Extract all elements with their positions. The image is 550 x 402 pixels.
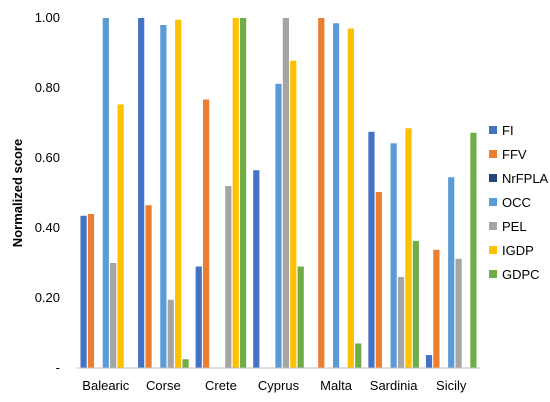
legend-swatch-pel (489, 222, 497, 230)
y-axis-ticks: - 0.20 0.40 0.60 0.80 1.00 (35, 10, 60, 375)
legend-label-fi: FI (502, 123, 514, 138)
bar-fi-crete (195, 266, 202, 368)
bar-ffv-balearic (87, 214, 95, 368)
bar-fi-corse (138, 18, 145, 368)
x-tick-label-sardinia: Sardinia (370, 378, 418, 393)
bar-occ-balearic (102, 18, 109, 368)
legend: FI FFV NrFPLA OCC PEL IGDP GDPC (489, 123, 549, 282)
bar-fi-balearic (80, 215, 87, 368)
bar-pel-cyprus (282, 18, 289, 368)
bar-ffv-sardinia (375, 191, 382, 368)
x-tick-label-crete: Crete (205, 378, 237, 393)
y-tick-label: 0.80 (35, 80, 60, 95)
legend-swatch-occ (489, 198, 497, 206)
bar-gdpc-cyprus (297, 266, 304, 368)
bar-pel-balearic (110, 263, 117, 368)
legend-swatch-nrfpla (489, 174, 497, 182)
y-tick-label: - (56, 360, 60, 375)
bar-occ-sicily (448, 177, 455, 368)
x-tick-label-corse: Corse (146, 378, 181, 393)
bar-ffv-corse (145, 205, 152, 368)
bar-pel-sicily (455, 258, 462, 368)
bar-ffv-crete (203, 99, 210, 369)
x-tick-label-balearic: Balearic (82, 378, 129, 393)
bar-igdp-cyprus (290, 60, 297, 368)
bar-igdp-crete (232, 18, 239, 368)
legend-label-ffv: FFV (502, 147, 527, 162)
bar-igdp-corse (175, 19, 182, 368)
bar-fi-sardinia (368, 131, 375, 368)
y-tick-label: 0.40 (35, 220, 60, 235)
bar-ffv-malta (318, 18, 325, 368)
bar-fi-cyprus (253, 170, 260, 368)
bar-occ-malta (332, 23, 340, 368)
y-axis-title: Normalized score (10, 139, 25, 247)
legend-swatch-gdpc (489, 270, 497, 278)
legend-swatch-igdp (489, 246, 497, 254)
bar-gdpc-corse (182, 359, 189, 368)
bar-ffv-sicily (433, 249, 440, 368)
bar-igdp-malta (347, 28, 354, 368)
bar-gdpc-sardinia (412, 240, 419, 368)
bar-pel-crete (225, 186, 232, 368)
bar-gdpc-crete (240, 18, 247, 368)
bar-igdp-sardinia (405, 128, 412, 368)
x-tick-label-cyprus: Cyprus (258, 378, 300, 393)
bar-fi-sicily (425, 355, 433, 368)
legend-label-nrfpla: NrFPLA (502, 171, 549, 186)
legend-label-igdp: IGDP (502, 243, 534, 258)
legend-label-gdpc: GDPC (502, 267, 540, 282)
bar-gdpc-sicily (470, 132, 477, 368)
y-tick-label: 1.00 (35, 10, 60, 25)
bar-occ-corse (160, 25, 167, 368)
y-tick-label: 0.20 (35, 290, 60, 305)
bar-pel-sardinia (397, 277, 405, 368)
bar-occ-sardinia (390, 143, 397, 368)
x-tick-label-malta: Malta (320, 378, 353, 393)
plot-area (80, 18, 477, 369)
bar-igdp-balearic (117, 104, 124, 368)
legend-swatch-ffv (489, 150, 497, 158)
y-tick-label: 0.60 (35, 150, 60, 165)
bar-gdpc-malta (355, 343, 362, 368)
bar-occ-cyprus (275, 83, 282, 369)
legend-label-occ: OCC (502, 195, 531, 210)
legend-swatch-fi (489, 126, 497, 134)
x-tick-label-sicily: Sicily (436, 378, 467, 393)
x-axis-ticks: Balearic Corse Crete Cyprus Malta Sardinia Sic… (82, 378, 467, 393)
bar-pel-corse (167, 299, 174, 368)
legend-label-pel: PEL (502, 219, 527, 234)
